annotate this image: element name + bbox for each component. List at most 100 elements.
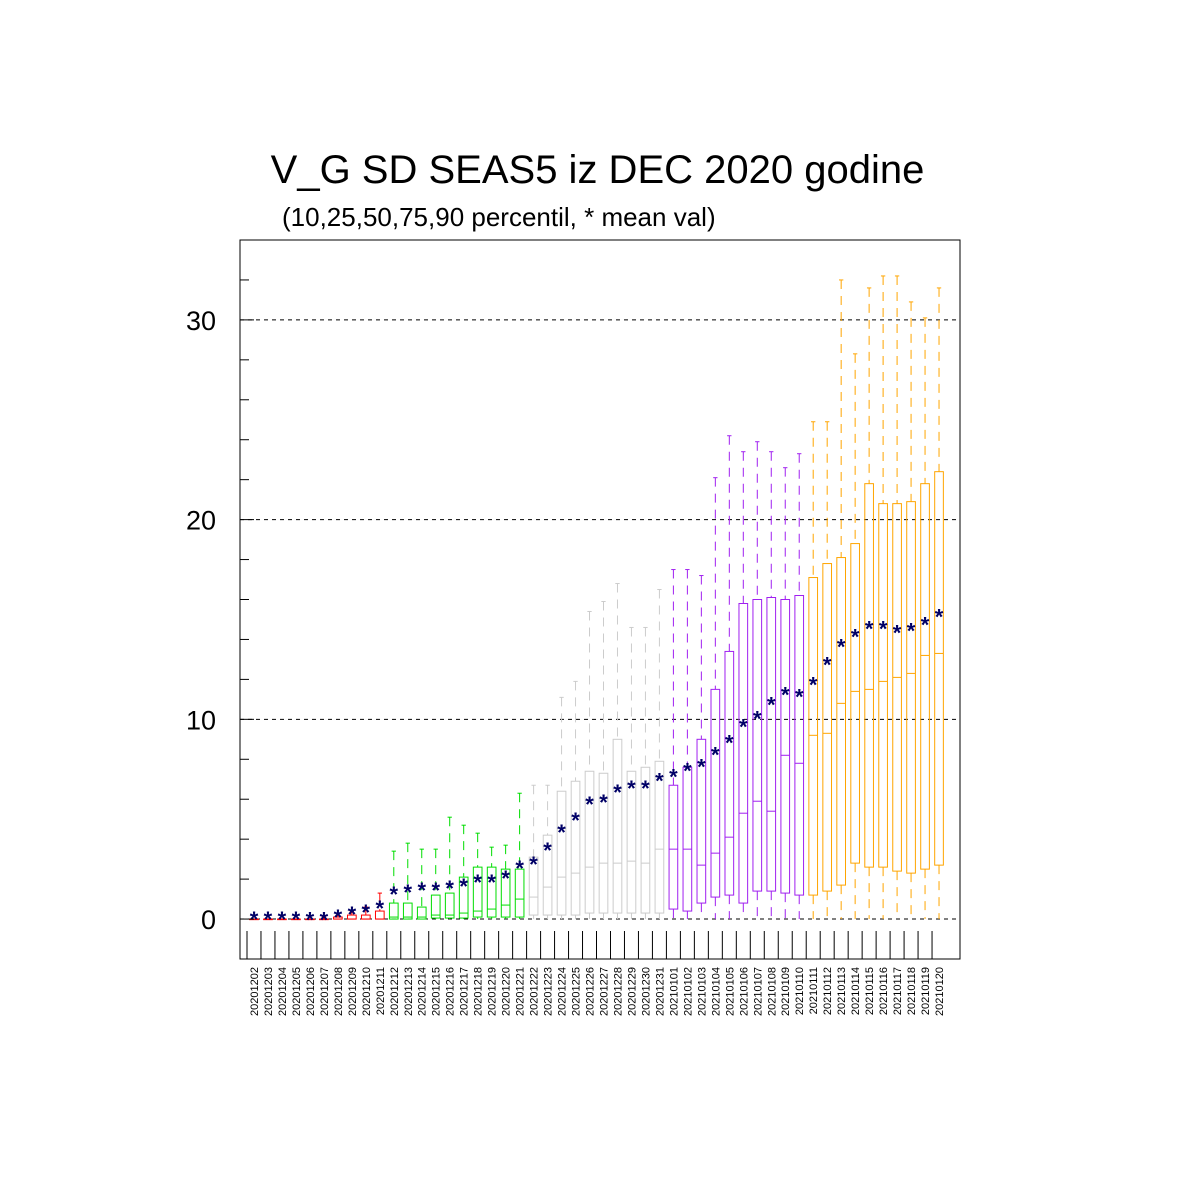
- mean-marker: *: [334, 905, 343, 930]
- x-tick-label: 20201219: [487, 967, 499, 1016]
- mean-marker: *: [306, 907, 315, 932]
- x-tick-label: 20201222: [529, 967, 541, 1016]
- box-iqr: [668, 784, 679, 910]
- mean-marker: *: [264, 907, 273, 932]
- box-20201203: [263, 918, 273, 921]
- x-tick-label: 20201205: [291, 967, 303, 1016]
- mean-marker: *: [739, 714, 748, 739]
- mean-marker: *: [390, 882, 399, 907]
- mean-marker: *: [585, 792, 594, 817]
- mean-marker: *: [627, 776, 636, 801]
- box-iqr: [556, 790, 567, 916]
- mean-marker: *: [362, 900, 371, 925]
- mean-marker: *: [823, 652, 832, 677]
- x-tick-label: 20210119: [920, 967, 932, 1015]
- x-tick-label: 20210104: [710, 967, 722, 1016]
- box-iqr: [612, 738, 623, 914]
- x-tick-label: 20201202: [249, 967, 261, 1016]
- mean-marker: *: [641, 776, 650, 801]
- x-tick-label: 20210109: [780, 967, 792, 1016]
- mean-marker: *: [278, 907, 287, 932]
- box-iqr: [920, 483, 930, 870]
- x-tick-label: 20201212: [389, 967, 401, 1016]
- box-20210115: [864, 287, 874, 920]
- box-20210108: [766, 451, 777, 920]
- box-iqr: [472, 866, 483, 918]
- box-20201223: [542, 784, 553, 920]
- box-iqr: [584, 770, 595, 914]
- mean-marker: *: [893, 620, 902, 645]
- mean-marker: *: [348, 902, 357, 927]
- mean-marker: *: [795, 684, 804, 709]
- box-20201205: [291, 918, 301, 921]
- box-20210109: [780, 467, 791, 920]
- box-20201210: [360, 906, 371, 920]
- box-iqr: [934, 471, 944, 866]
- mean-marker: *: [529, 852, 538, 877]
- x-tick-label: 20201203: [263, 967, 275, 1016]
- x-tick-label: 20201215: [431, 967, 443, 1016]
- x-tick-label: 20201223: [543, 967, 555, 1016]
- box-iqr: [542, 834, 553, 916]
- x-tick-label: 20201229: [626, 967, 638, 1016]
- x-tick-label: 20201208: [333, 967, 345, 1016]
- box-iqr: [500, 868, 511, 918]
- x-tick-label: 20201211: [375, 967, 387, 1015]
- x-tick-label: 20201217: [459, 967, 471, 1016]
- box-iqr: [416, 906, 427, 920]
- mean-marker: *: [907, 618, 916, 643]
- box-20201227: [598, 600, 609, 920]
- box-20210103: [696, 575, 707, 920]
- x-tick-label: 20210108: [766, 967, 778, 1016]
- box-series: [249, 275, 944, 921]
- x-tick-label: 20201220: [501, 967, 513, 1016]
- x-tick-label: 20210113: [836, 967, 848, 1015]
- box-iqr: [864, 483, 874, 868]
- x-tick-label: 20210102: [682, 967, 694, 1016]
- chart-subtitle: (10,25,50,75,90 percentil, * mean val): [282, 202, 716, 232]
- mean-marker: *: [250, 907, 259, 932]
- x-tick-label: 20210101: [668, 967, 680, 1016]
- box-iqr: [654, 760, 665, 914]
- box-20201207: [319, 916, 329, 921]
- box-20210102: [682, 569, 693, 920]
- box-iqr: [724, 650, 735, 896]
- box-iqr: [388, 902, 399, 920]
- x-tick-label: 20210120: [934, 967, 946, 1016]
- box-iqr: [850, 543, 860, 864]
- mean-marker: *: [515, 856, 524, 881]
- box-iqr: [808, 577, 819, 896]
- mean-marker: *: [473, 870, 482, 895]
- box-20201215: [430, 848, 441, 920]
- x-tick-label: 20201226: [585, 967, 597, 1016]
- box-20210120: [934, 287, 944, 920]
- mean-markers: * * * * * * * * * ** * * * * * * * * * *** ** * * * * * * * * * ** ** * *…: [250, 604, 944, 932]
- x-tick-label: 20201228: [612, 967, 624, 1016]
- box-iqr: [640, 766, 651, 914]
- box-iqr: [570, 780, 581, 916]
- mean-marker: *: [655, 768, 664, 793]
- y-axis: 0 10 20 30: [186, 239, 254, 960]
- x-tick-label: 20201204: [277, 967, 289, 1016]
- x-tick-label: 20201218: [473, 967, 485, 1016]
- box-iqr: [738, 602, 749, 904]
- mean-marker: *: [935, 604, 944, 629]
- mean-marker: *: [320, 907, 329, 932]
- box-20201212: [388, 850, 399, 920]
- mean-marker: *: [711, 742, 720, 767]
- mean-marker: *: [781, 682, 790, 707]
- x-tick-label: 20210106: [738, 967, 750, 1016]
- mean-marker: *: [459, 874, 468, 899]
- box-20201225: [570, 680, 581, 920]
- box-20201209: [347, 910, 357, 920]
- x-tick-label: 20201224: [557, 967, 569, 1016]
- box-20210116: [878, 275, 888, 920]
- box-iqr: [752, 599, 763, 892]
- box-iqr: [528, 856, 539, 916]
- x-tick-label: 20201227: [598, 967, 610, 1016]
- x-tick-label: 20210117: [892, 967, 904, 1015]
- box-20201224: [556, 696, 567, 920]
- mean-marker: *: [697, 754, 706, 779]
- box-iqr: [444, 892, 455, 919]
